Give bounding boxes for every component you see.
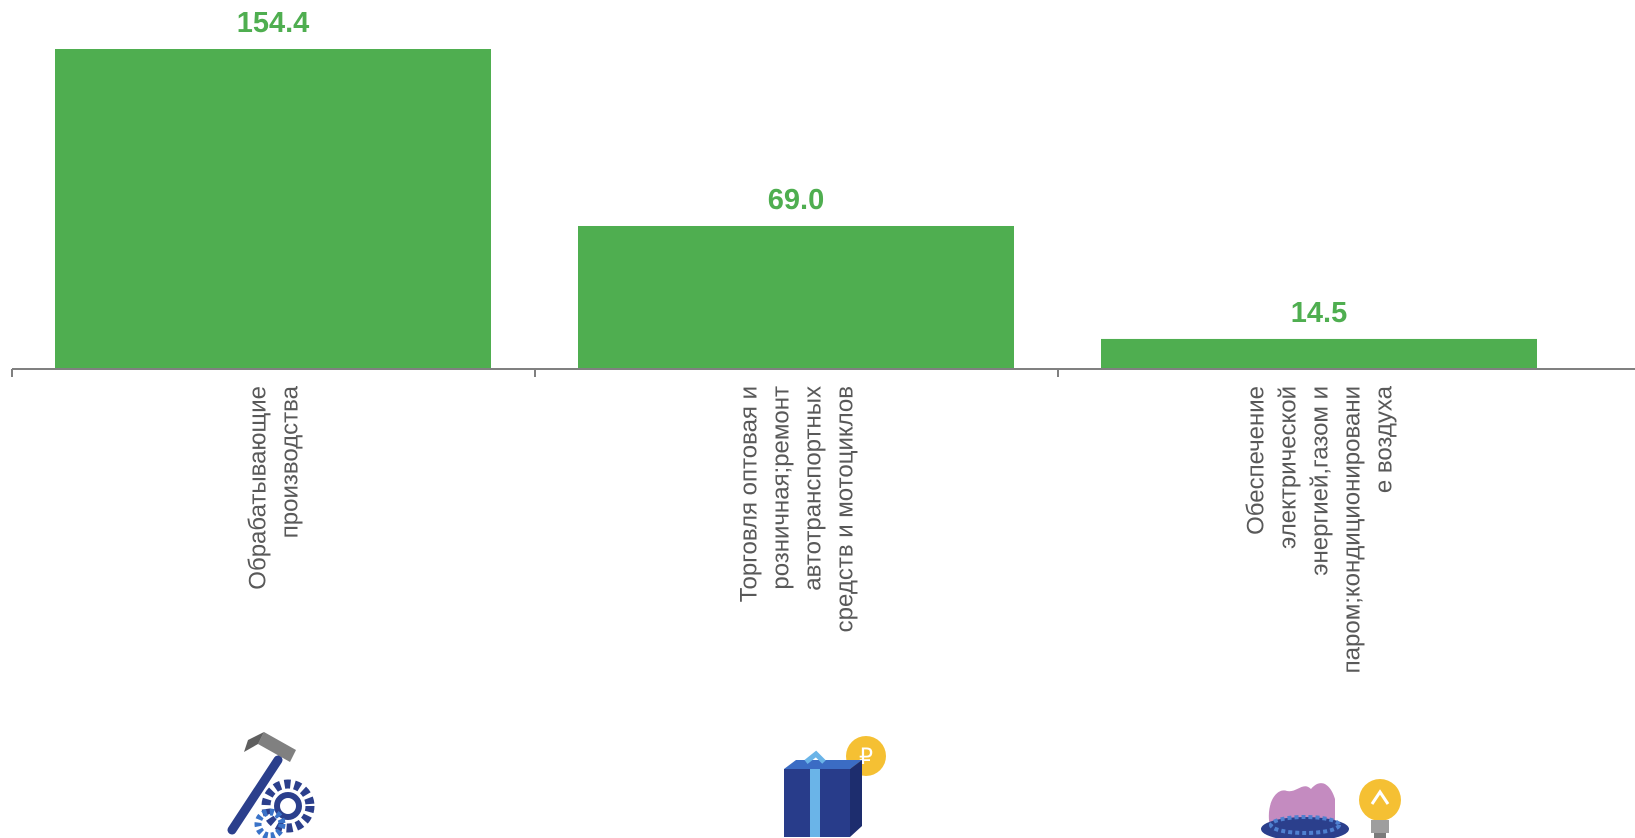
bars-group <box>55 49 1537 369</box>
category-label-3: Обеспечение электрической энергией,газом и… <box>1243 385 1398 673</box>
bar-1 <box>55 49 491 369</box>
category-label-line: Обеспечение <box>1243 386 1270 535</box>
category-label-line: автотранспортных <box>800 386 827 591</box>
category-label-line: е воздуха <box>1371 385 1398 493</box>
value-label-2: 69.0 <box>768 184 824 216</box>
category-label-line: паром;кондиционировани <box>1339 386 1366 673</box>
gift-box-coin-icon: ₽ <box>784 736 886 837</box>
bar-3 <box>1101 338 1537 369</box>
gas-burner-lightbulb-icon <box>1261 779 1401 838</box>
svg-text:₽: ₽ <box>859 745 873 770</box>
category-label-line: энергией,газом и <box>1307 386 1334 576</box>
category-label-line: производства <box>277 385 304 538</box>
category-label-line: Торговля оптовая и <box>736 386 763 602</box>
category-label-line: Обрабатывающие <box>245 386 272 590</box>
category-label-line: средств и мотоциклов <box>832 386 859 632</box>
x-axis <box>11 368 1635 377</box>
category-labels-group: Обрабатывающие производства Торговля оптов… <box>245 385 1398 673</box>
category-label-1: Обрабатывающие производства <box>245 385 304 589</box>
value-label-1: 154.4 <box>237 7 310 39</box>
value-label-3: 14.5 <box>1291 297 1347 329</box>
hammer-gear-icon <box>227 732 315 838</box>
category-label-line: розничная;ремонт <box>768 386 795 590</box>
category-label-line: электрической <box>1275 386 1302 549</box>
category-label-2: Торговля оптовая и розничная;ремонт автотр… <box>736 386 859 632</box>
bar-2 <box>578 225 1014 369</box>
value-labels-group: 154.4 69.0 14.5 <box>237 7 1348 329</box>
